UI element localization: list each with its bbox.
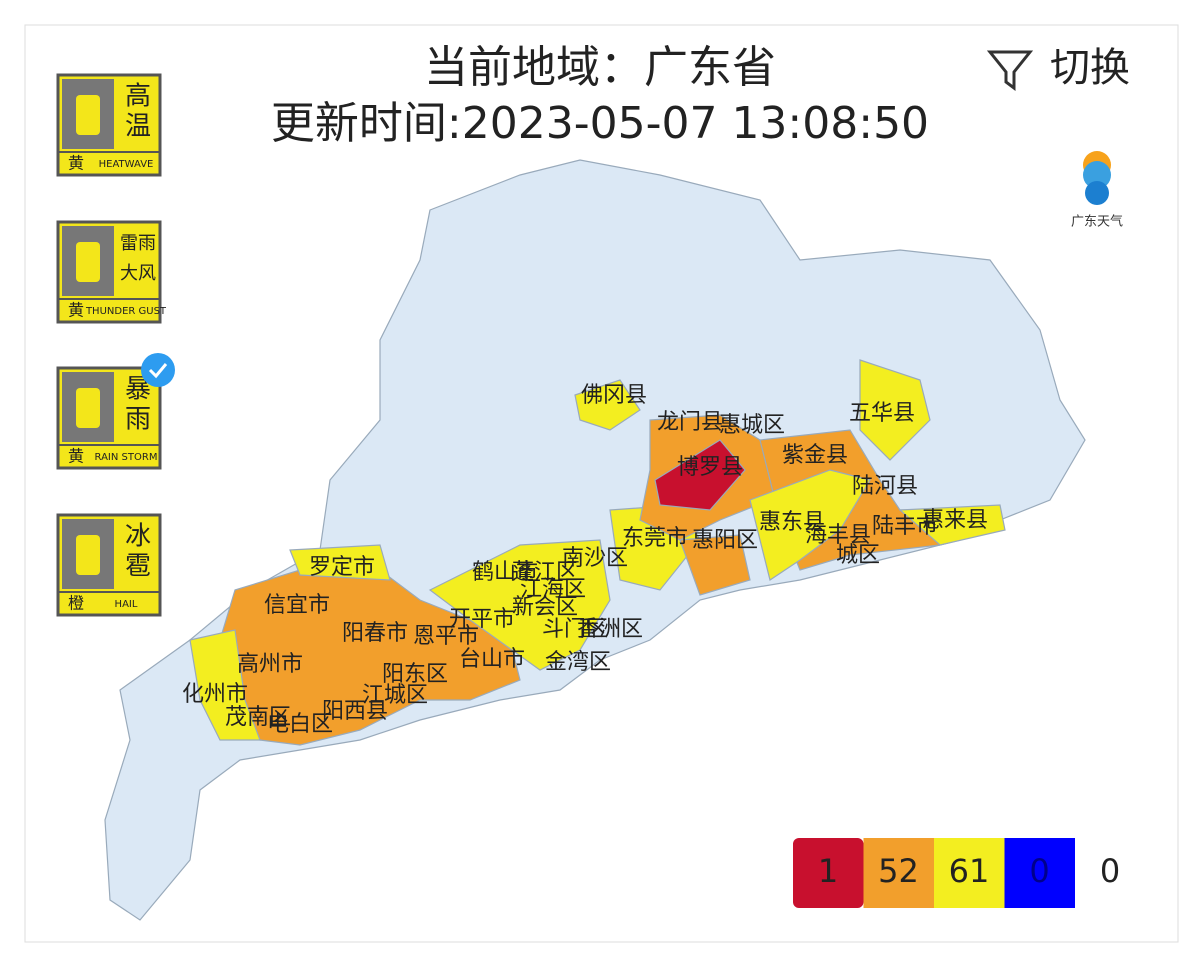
warning-icon: 高温黄 HEATWAVE (56, 73, 162, 177)
icon-symbol (76, 242, 100, 282)
legend-cell (863, 838, 934, 908)
logo-text: 广东天气 (1071, 214, 1123, 230)
map-label: 台山市 (459, 647, 525, 672)
map-label: 惠阳区 (692, 528, 758, 553)
map-label: 电白区 (267, 712, 333, 737)
map-label: 恩平市 (413, 624, 479, 649)
check-mark (148, 363, 168, 379)
map-label: 海丰县 (805, 523, 871, 548)
warning-title: 大风 (120, 263, 156, 284)
selected-badge (141, 353, 175, 387)
map-label: 江海区 (520, 577, 586, 602)
warning-english: HEATWAVE (99, 159, 154, 170)
warning-icon: 暴雨黄 RAIN STORM (56, 366, 162, 470)
map-label: 金湾区 (545, 650, 611, 675)
map-label: 阳西县 (322, 699, 388, 724)
legend-other: 0 (1100, 852, 1120, 890)
legend-count: 61 (949, 852, 990, 890)
map-label: 博罗县 (677, 455, 743, 480)
warning-level: 黄 (68, 301, 84, 320)
map-label: 化州市 (182, 682, 248, 707)
warning-english: THUNDER GUST (85, 306, 167, 317)
update-time: 更新时间:2023-05-07 13:08:50 (271, 98, 929, 149)
map-label: 阳春市 (342, 621, 408, 646)
map-label: 惠东县 (759, 510, 825, 535)
warning-title: 雹 (125, 552, 151, 582)
map-label: 新会区 (512, 595, 578, 620)
legend-cell (1004, 838, 1075, 908)
map-label: 陆河县 (852, 474, 918, 499)
map-label: 惠城区 (719, 413, 785, 438)
warning-english: HAIL (115, 599, 138, 610)
map-label: 佛冈县 (581, 383, 647, 408)
map-label: 罗定市 (309, 555, 375, 580)
icon-symbol (76, 535, 100, 575)
map-label: 斗门区 (542, 617, 608, 642)
warning-title: 高 (125, 82, 151, 112)
map-label: 东莞市 (622, 526, 688, 551)
icon-symbol (76, 95, 100, 135)
map-label: 阳东区 (382, 662, 448, 687)
map-label: 江城区 (362, 683, 428, 708)
map-label: 香洲区 (577, 617, 643, 642)
switch-label[interactable]: 切换 (1050, 45, 1130, 91)
map-label: 鹤山市 (472, 560, 538, 585)
legend-count: 0 (1029, 852, 1049, 890)
map-label: 陆丰市 (872, 514, 938, 539)
warning-title: 温 (125, 112, 151, 142)
switch-button[interactable]: 切换 (986, 45, 1130, 91)
map-label: 高州市 (237, 652, 303, 677)
legend-count: 52 (878, 852, 919, 890)
warning-title: 冰 (125, 522, 151, 552)
map-label: 南沙区 (562, 546, 628, 571)
filter-icon[interactable] (986, 50, 1034, 91)
map-label: 五华县 (849, 401, 915, 426)
legend-count: 1 (818, 852, 838, 890)
map-label: 开平市 (449, 607, 515, 632)
map-label: 紫金县 (782, 443, 848, 468)
map-label: 龙门县 (657, 410, 723, 435)
legend-cell (934, 838, 1005, 908)
warning-level: 黄 (68, 447, 84, 466)
logo: 广东天气 (1071, 151, 1123, 230)
map-label: 蓬江区 (512, 560, 578, 585)
region-title: 当前地域：广东省 (424, 42, 776, 93)
warning-english: RAIN STORM (95, 452, 158, 463)
warning-level: 橙 (68, 594, 84, 613)
warning-level: 黄 (68, 154, 84, 173)
warning-title: 雷雨 (120, 233, 156, 254)
map-label: 城区 (836, 543, 880, 568)
warning-title: 雨 (125, 405, 151, 435)
map-label: 惠来县 (922, 508, 988, 533)
warning-icon: 冰雹橙 HAIL (56, 513, 162, 617)
legend-cell (793, 838, 864, 908)
map-label: 信宜市 (264, 593, 330, 618)
icon-symbol (76, 388, 100, 428)
map-label: 茂南区 (225, 705, 291, 730)
province-map (104, 159, 1086, 921)
